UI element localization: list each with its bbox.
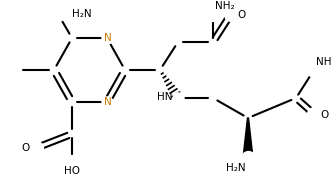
Text: HN: HN <box>157 92 172 102</box>
Text: NH₂: NH₂ <box>316 57 331 67</box>
Text: H₂N: H₂N <box>226 163 246 173</box>
Text: N: N <box>104 97 112 107</box>
Text: O: O <box>237 10 245 20</box>
Polygon shape <box>243 118 253 158</box>
Text: HO: HO <box>64 166 80 176</box>
Text: N: N <box>104 33 112 43</box>
Text: O: O <box>22 143 30 153</box>
Text: H₂N: H₂N <box>72 9 92 19</box>
Text: NH₂: NH₂ <box>215 1 235 11</box>
Text: O: O <box>320 110 328 120</box>
